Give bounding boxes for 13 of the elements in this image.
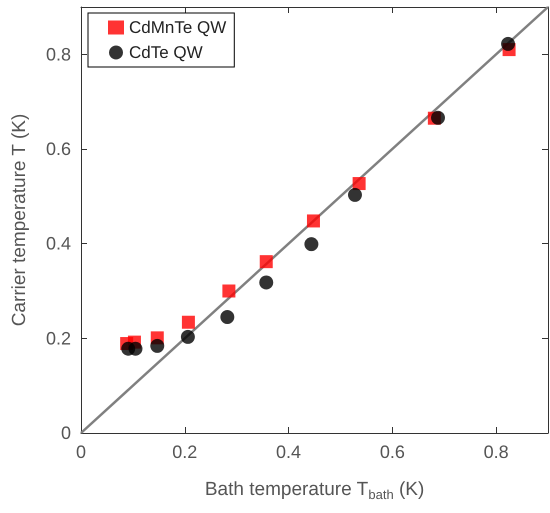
x-tick-label: 0.4 [276, 442, 302, 462]
y-tick-label: 0.8 [46, 44, 71, 64]
x-tick-label: 0.6 [380, 442, 405, 462]
y-axis-title: Carrier temperature T (K) [9, 114, 30, 326]
x-tick-label: 0.2 [172, 442, 198, 462]
y-tick-label: 0.2 [46, 328, 71, 348]
y-tick-label: 0 [60, 423, 71, 443]
x-tick-label: 0 [76, 442, 86, 462]
x-tick-label: 0.8 [484, 442, 509, 462]
y-tick-label: 0.4 [46, 234, 71, 254]
legend-label: CdTe QW [129, 43, 203, 62]
legend-label: CdMnTe QW [129, 18, 226, 37]
y-tick-label: 0.6 [46, 139, 71, 159]
